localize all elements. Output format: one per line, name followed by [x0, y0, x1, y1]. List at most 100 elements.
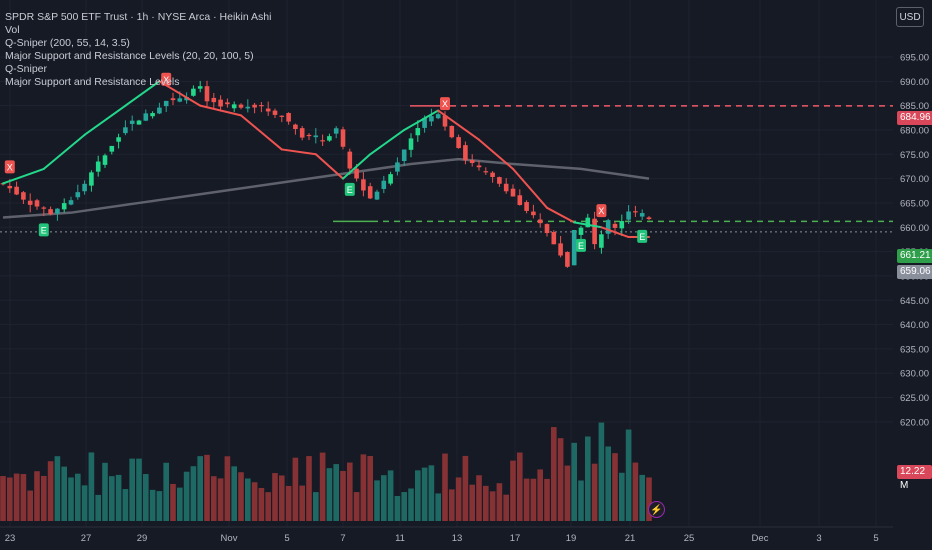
candle-body [565, 252, 570, 267]
volume-bar [149, 489, 156, 521]
signal-label: E [578, 241, 584, 251]
candle-body [82, 183, 87, 192]
price-tick-label: 640.00 [900, 320, 929, 331]
time-tick-label: 25 [684, 533, 695, 544]
price-tick-label: 635.00 [900, 344, 929, 355]
volume-bar [75, 473, 81, 521]
candle-body [415, 128, 421, 136]
candle-body [327, 136, 332, 141]
candlestick-series [0, 80, 652, 268]
volume-bar [61, 466, 67, 521]
candle-body [497, 177, 502, 184]
volume-bar [163, 462, 169, 521]
time-tick-label: 17 [510, 533, 521, 544]
volume-bar [489, 491, 496, 521]
q-sniper-line [2, 80, 650, 239]
candle-body [490, 172, 495, 177]
currency-button[interactable]: USD [896, 7, 924, 27]
legend-support-resistance-params[interactable]: Major Support and Resistance Levels (20,… [5, 50, 254, 62]
volume-bar [612, 453, 618, 521]
volume-bar [544, 478, 550, 521]
candle-body [265, 108, 271, 112]
volume-bar [306, 456, 312, 521]
legend-vol[interactable]: Vol [5, 24, 20, 36]
volume-bar [156, 491, 163, 521]
candle-body [55, 208, 60, 214]
candle-body [395, 162, 400, 172]
candle-body [272, 110, 278, 115]
signal-label: X [442, 99, 448, 109]
price-tick-label: 630.00 [900, 369, 929, 380]
candle-body [68, 200, 74, 205]
candle-body [422, 117, 427, 128]
candle-body [633, 211, 638, 213]
signal-badge [576, 238, 586, 252]
candle-body [109, 145, 115, 152]
legend-support-resistance[interactable]: Major Support and Resistance Levels [5, 76, 180, 88]
candle-body [442, 115, 448, 127]
signal-label: X [598, 206, 604, 216]
candle-body [558, 243, 563, 256]
volume-bar [217, 478, 224, 521]
candle-body [531, 211, 536, 216]
candle-body [476, 165, 482, 168]
volume-bar [0, 476, 6, 521]
ma200-line [2, 157, 650, 219]
candle-body [517, 195, 523, 205]
time-tick-label: 11 [395, 533, 405, 544]
volume-bar [122, 489, 129, 521]
signal-label: X [163, 75, 169, 85]
candle-body [605, 220, 611, 234]
q-sniper-segment [83, 104, 127, 136]
candle-body [34, 200, 40, 207]
volume-bar [20, 474, 27, 521]
candle-body [238, 104, 244, 108]
volume-bar [435, 493, 441, 521]
volume-bar [183, 471, 190, 521]
candle-body [136, 120, 142, 125]
candle-body [585, 217, 591, 228]
volume-bar [530, 478, 537, 521]
volume-bar [428, 465, 435, 521]
legend-q-sniper[interactable]: Q-Sniper [5, 63, 48, 75]
volume-bar [299, 485, 305, 521]
candle-body [483, 171, 489, 173]
volume-bar [190, 466, 197, 521]
candle-body [170, 98, 176, 101]
candle-body [435, 114, 441, 119]
candle-body [592, 218, 597, 245]
volume-bar [585, 436, 591, 521]
candle-body [463, 145, 468, 161]
volume-bar [401, 492, 407, 521]
lightning-icon[interactable]: ⚡ [648, 501, 665, 518]
volume-bar [415, 470, 421, 521]
volume-bar [578, 480, 584, 521]
price-tick-label: 685.00 [900, 101, 929, 112]
volume-bar [483, 485, 489, 521]
price-tick-label: 695.00 [900, 53, 929, 64]
candle-body [401, 149, 407, 162]
volume-bar [27, 490, 33, 521]
legend-q-sniper-params[interactable]: Q-Sniper (200, 55, 14, 3.5) [5, 37, 130, 49]
time-tick-label: Dec [752, 533, 769, 544]
volume-bar [408, 488, 414, 521]
candle-body [245, 106, 251, 109]
volume-bar [238, 472, 244, 521]
chart-title[interactable]: SPDR S&P 500 ETF Trust · 1h · NYSE Arca … [5, 11, 272, 23]
time-tick-label: 3 [816, 533, 821, 544]
indicator-legend: SPDR S&P 500 ETF Trust · 1h · NYSE Arca … [5, 11, 271, 89]
volume-bar [455, 477, 462, 521]
candle-body [367, 186, 373, 199]
candle-body [449, 125, 455, 138]
candle-body [361, 179, 366, 191]
candle-body [279, 115, 285, 117]
volume-bar [245, 478, 251, 521]
candle-body [388, 174, 393, 184]
candle-body [129, 120, 135, 124]
price-tick-label: 680.00 [900, 125, 929, 136]
q-sniper-segment [403, 109, 440, 131]
volume-bars [0, 422, 652, 521]
candle-body [95, 161, 101, 172]
signal-badge [4, 160, 15, 174]
